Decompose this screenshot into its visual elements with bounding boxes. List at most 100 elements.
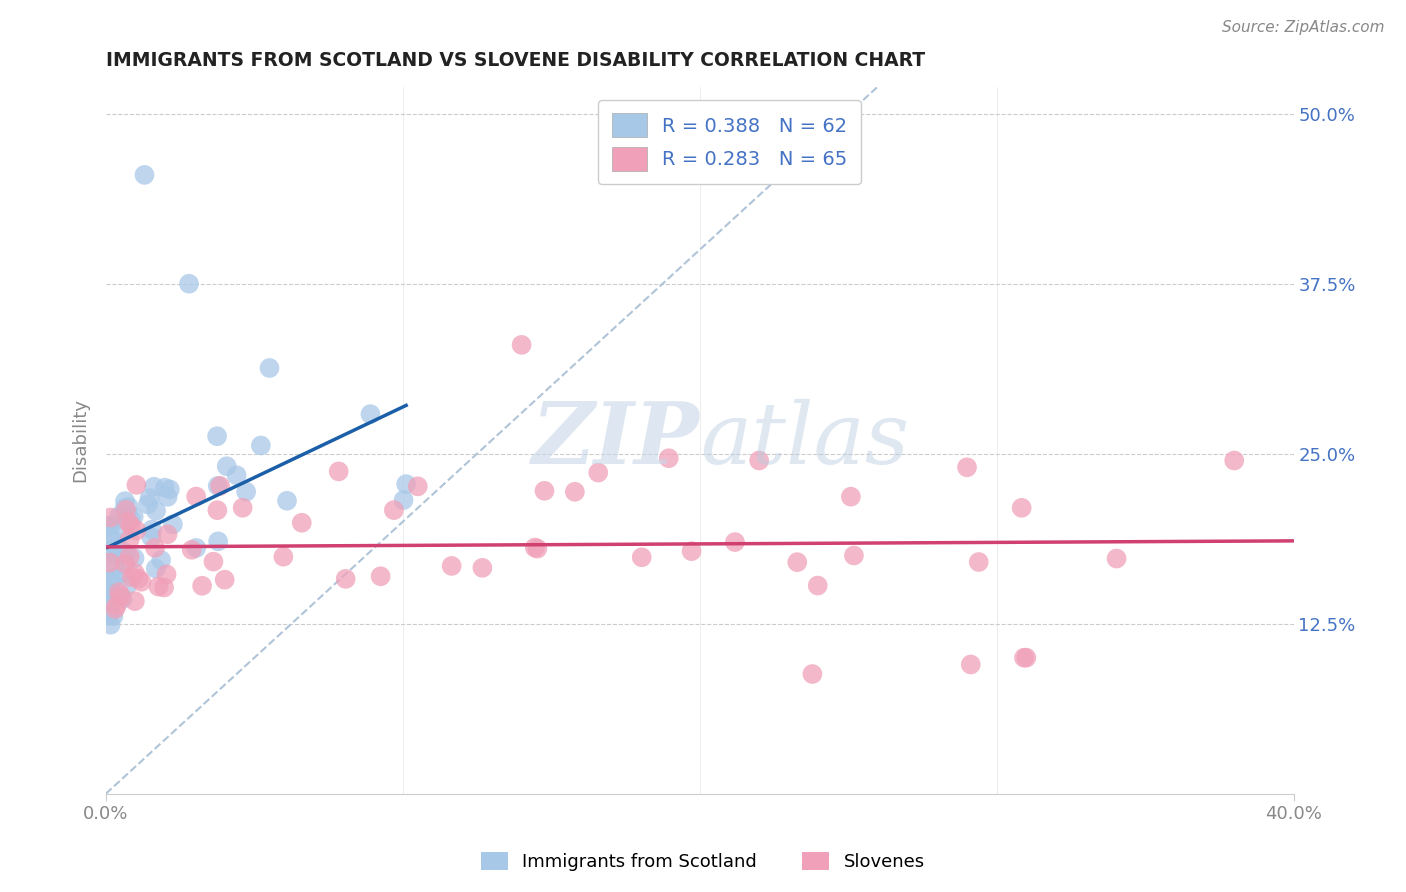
Point [134,168,156,182]
Point [118,533,141,547]
Point [100,617,122,632]
Point [658,451,681,466]
Point [786,555,808,569]
Point [564,484,586,499]
Point [153,581,176,595]
Point [117,515,139,529]
Point [98,556,121,570]
Point [276,493,298,508]
Point [103,609,125,624]
Point [100,586,122,600]
Point [105,599,128,613]
Point [392,493,415,508]
Point [127,572,149,586]
Point [97,573,120,587]
Point [956,460,979,475]
Point [101,549,124,564]
Point [100,598,122,612]
Point [533,483,555,498]
Point [177,277,200,291]
Point [1223,453,1246,467]
Text: ZIP: ZIP [531,399,700,482]
Point [100,572,122,586]
Point [143,541,166,555]
Point [150,553,173,567]
Point [205,429,228,443]
Point [100,510,122,524]
Point [107,540,129,554]
Point [148,580,170,594]
Point [191,579,214,593]
Point [225,468,247,483]
Point [118,500,141,514]
Point [145,561,167,575]
Point [807,578,830,592]
Point [125,478,148,492]
Point [801,667,824,681]
Point [335,572,357,586]
Point [104,602,127,616]
Point [143,480,166,494]
Point [162,517,184,532]
Point [97,521,120,535]
Point [118,549,141,564]
Point [108,509,131,524]
Point [108,548,131,562]
Point [114,501,136,516]
Point [101,590,124,604]
Text: Source: ZipAtlas.com: Source: ZipAtlas.com [1222,20,1385,35]
Point [395,477,418,491]
Point [138,491,160,505]
Point [291,516,314,530]
Point [207,503,229,517]
Point [839,490,862,504]
Point [159,483,181,497]
Point [586,466,609,480]
Point [111,591,134,606]
Point [681,544,703,558]
Point [1105,551,1128,566]
Point [967,555,990,569]
Point [110,589,132,603]
Point [104,559,127,574]
Point [471,561,494,575]
Point [523,541,546,555]
Point [114,523,136,537]
Point [186,490,208,504]
Point [141,523,163,537]
Point [724,535,747,549]
Point [98,531,121,545]
Point [406,479,429,493]
Point [180,542,202,557]
Point [120,518,142,533]
Point [136,497,159,511]
Point [1011,500,1033,515]
Legend: Immigrants from Scotland, Slovenes: Immigrants from Scotland, Slovenes [474,845,932,879]
Point [103,571,125,585]
Point [120,511,142,525]
Point [114,494,136,508]
Point [156,490,179,504]
Point [153,481,176,495]
Point [232,500,254,515]
Point [235,484,257,499]
Point [959,657,981,672]
Point [115,502,138,516]
Point [186,541,208,555]
Point [124,551,146,566]
Point [328,464,350,478]
Point [145,504,167,518]
Point [114,557,136,571]
Point [117,578,139,592]
Point [510,338,533,352]
Point [114,546,136,560]
Point [111,566,134,581]
Point [97,519,120,533]
Point [131,574,153,589]
Text: IMMIGRANTS FROM SCOTLAND VS SLOVENE DISABILITY CORRELATION CHART: IMMIGRANTS FROM SCOTLAND VS SLOVENE DISA… [105,51,925,70]
Point [202,555,225,569]
Point [124,566,146,580]
Point [273,549,295,564]
Point [440,558,463,573]
Point [121,570,143,584]
